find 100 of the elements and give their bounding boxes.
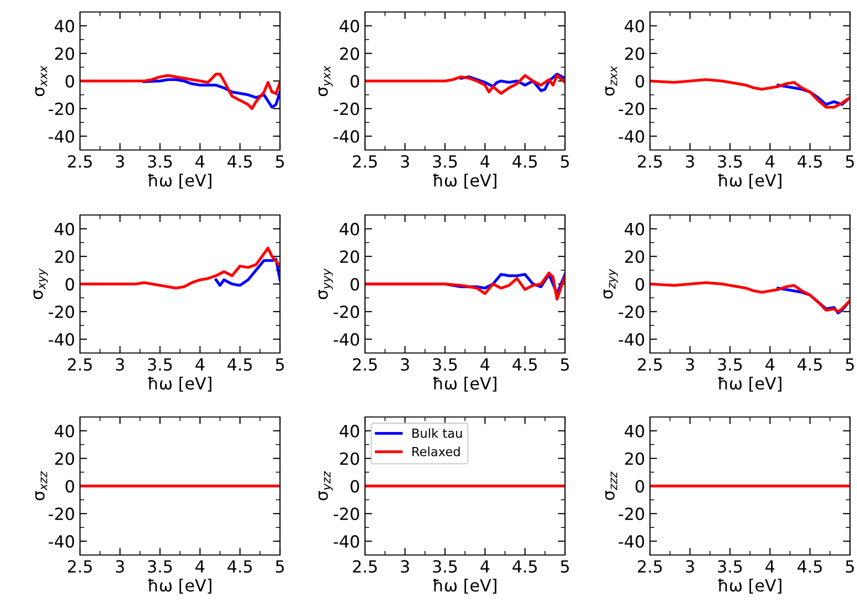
x-tick-label: 4.5 (798, 560, 822, 573)
line-series (365, 74, 565, 95)
x-axis-title: ħω [eV] (148, 578, 212, 594)
x-tick-label: 2.5 (638, 155, 662, 168)
x-tick-label: 2.5 (68, 358, 92, 371)
x-tick-label: 4 (766, 358, 774, 371)
x-tick-label: 5 (846, 560, 854, 573)
y-tick-label: 40 (340, 424, 360, 438)
x-tick-label: 4 (480, 155, 490, 168)
y-tick-label: 0 (636, 74, 644, 88)
line-series (650, 281, 850, 313)
y-tick-label: -40 (334, 130, 360, 143)
y-tick-label: -20 (618, 306, 644, 318)
x-tick-label: 3 (686, 560, 694, 573)
x-tick-label: 3.5 (148, 560, 172, 573)
y-tick-label: 40 (624, 424, 644, 438)
y-tick-label: -20 (48, 508, 74, 520)
y-tick-label: -20 (48, 306, 74, 318)
x-tick-label: 3 (400, 560, 409, 573)
x-tick-label: 3 (116, 155, 124, 168)
x-tick-label: 3.5 (718, 560, 742, 573)
x-axis-title: ħω [eV] (433, 174, 496, 189)
x-axis-title: ħω [eV] (148, 376, 212, 392)
y-tick-label: 0 (350, 480, 360, 493)
x-tick-label: 2.5 (638, 358, 662, 371)
line-series (80, 72, 280, 110)
x-tick-label: 5 (560, 560, 569, 573)
y-axis-title: σ$_{yzz}$ (318, 471, 333, 500)
y-tick-label: -40 (48, 130, 74, 143)
y-tick-label: -40 (618, 130, 644, 143)
y-tick-label: 0 (66, 74, 74, 88)
y-tick-label: -40 (618, 535, 644, 548)
x-tick-label: 4 (480, 560, 490, 573)
x-tick-label: 2.5 (352, 358, 377, 371)
y-tick-label: 0 (350, 278, 360, 291)
x-tick-label: 4 (766, 560, 774, 573)
x-tick-label: 5 (276, 560, 284, 573)
x-tick-label: 5 (560, 155, 569, 168)
y-axis-title: σ$_{zyy}$ (604, 268, 618, 299)
y-tick-label: 20 (55, 47, 74, 60)
x-tick-label: 4 (480, 358, 490, 371)
y-tick-label: -20 (334, 102, 360, 116)
y-axis-title: σ$_{xzz}$ (35, 471, 48, 500)
x-tick-label: 5 (276, 155, 284, 168)
x-tick-label: 4 (196, 560, 204, 573)
y-tick-label: -40 (48, 535, 74, 548)
x-tick-label: 4.5 (228, 155, 252, 168)
y-tick-label: 20 (55, 452, 74, 465)
x-tick-label: 3.5 (718, 155, 742, 168)
y-tick-label: 20 (625, 452, 644, 465)
x-tick-label: 5 (846, 155, 854, 168)
y-axis-title: σ$_{zxx}$ (605, 66, 618, 96)
y-tick-label: 20 (340, 452, 360, 465)
x-tick-label: 5 (560, 358, 569, 371)
line-series (142, 78, 280, 109)
legend-label: Bulk tau (412, 428, 462, 438)
y-tick-label: 0 (350, 74, 360, 88)
y-tick-label: -20 (334, 508, 360, 520)
x-tick-label: 4 (766, 155, 774, 168)
y-tick-label: 0 (636, 480, 644, 493)
x-tick-label: 4.5 (798, 358, 822, 371)
x-tick-label: 2.5 (352, 155, 377, 168)
x-tick-label: 3.5 (433, 560, 457, 573)
x-axis-title: ħω [eV] (718, 376, 782, 392)
y-tick-label: 20 (625, 250, 644, 263)
legend-label: Relaxed (412, 446, 460, 456)
y-axis-title: σ$_{yyy}$ (318, 268, 333, 300)
x-axis-title: ħω [eV] (148, 174, 212, 189)
y-tick-label: 0 (636, 278, 644, 291)
x-tick-label: 5 (846, 358, 854, 371)
y-tick-label: -20 (618, 102, 644, 116)
x-axis-title: ħω [eV] (433, 376, 496, 392)
x-tick-label: 3 (116, 560, 124, 573)
x-tick-label: 3 (400, 155, 409, 168)
line-series (80, 246, 280, 290)
x-tick-label: 3.5 (718, 358, 742, 371)
x-axis-title: ħω [eV] (433, 578, 496, 594)
x-tick-label: 4.5 (512, 155, 537, 168)
x-tick-label: 3 (686, 155, 694, 168)
x-tick-label: 4.5 (512, 358, 537, 371)
x-tick-label: 3 (400, 358, 409, 371)
y-tick-label: 20 (340, 47, 360, 60)
x-tick-label: 4.5 (798, 155, 822, 168)
y-tick-label: 0 (66, 278, 74, 291)
x-tick-label: 3.5 (433, 358, 457, 371)
y-tick-label: 40 (340, 222, 360, 236)
x-tick-label: 2.5 (68, 155, 92, 168)
y-tick-label: 40 (54, 222, 74, 236)
x-tick-label: 5 (276, 358, 284, 371)
y-tick-label: 40 (54, 20, 74, 32)
y-tick-label: 40 (340, 20, 360, 32)
y-tick-label: -20 (618, 508, 644, 520)
x-tick-label: 4.5 (228, 358, 252, 371)
y-tick-label: -40 (618, 333, 644, 346)
y-axis-title: σ$_{yxx}$ (318, 65, 333, 96)
y-tick-label: -40 (334, 333, 360, 346)
x-tick-label: 4.5 (512, 560, 537, 573)
y-tick-label: 0 (66, 480, 74, 493)
y-axis-title: σ$_{zzz}$ (605, 472, 618, 500)
x-tick-label: 2.5 (68, 560, 92, 573)
